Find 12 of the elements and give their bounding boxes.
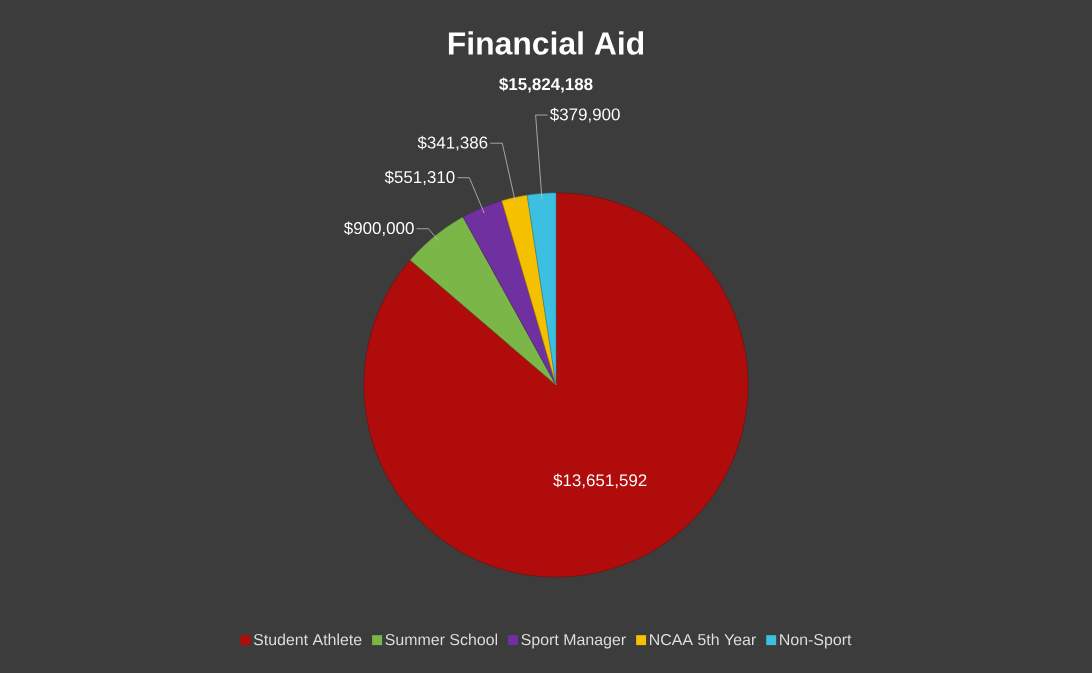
data-label: $13,651,592: [553, 473, 647, 489]
chart-subtitle: $15,824,188: [499, 77, 593, 93]
legend-label: NCAA 5th Year: [650, 633, 756, 646]
data-label: $900,000: [343, 221, 414, 237]
legend-label: Sport Manager: [521, 634, 626, 649]
data-label: $341,386: [417, 135, 488, 151]
legend-label: Non-Sport: [780, 634, 852, 649]
legend-label: Summer School: [385, 633, 498, 646]
chart-title: Financial Aid: [448, 31, 644, 55]
legend-label: Student Athlete: [253, 633, 362, 646]
data-label: $379,900: [549, 107, 620, 123]
data-label: $551,310: [384, 170, 455, 186]
